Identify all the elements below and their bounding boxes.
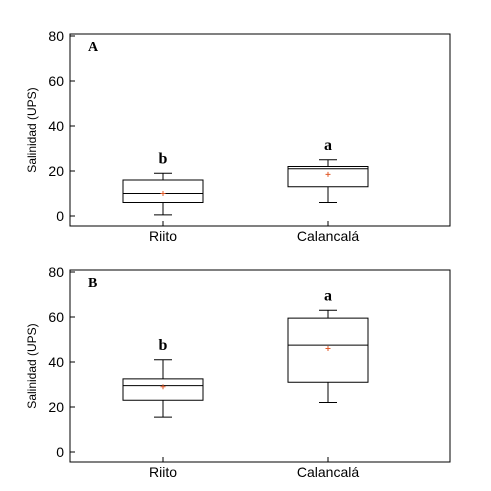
y-axis-label: Salinidad (UPS): [25, 87, 39, 172]
plot-frame: [69, 269, 451, 463]
y-tick-label: 0: [56, 444, 64, 460]
significance-letter: a: [324, 287, 332, 304]
iqr-box: [287, 166, 369, 188]
panel-label: B: [88, 276, 97, 291]
x-tick-label: Calancalá: [297, 228, 359, 244]
panel-label: A: [88, 40, 99, 55]
iqr-box: [122, 378, 204, 401]
x-tick-label: Riito: [149, 464, 177, 480]
y-tick-label: 0: [56, 208, 64, 224]
significance-letter: a: [324, 137, 332, 154]
y-tick-label: 80: [48, 264, 64, 280]
panel-b: 0 20 40 60 80 Salinidad (UPS) B Riito Calancalá b…: [25, 264, 451, 480]
box-calancal: a: [287, 287, 369, 403]
iqr-box: [122, 179, 204, 203]
x-tick-label: Calancalá: [297, 464, 359, 480]
significance-letter: b: [159, 150, 168, 167]
x-tick-label: Riito: [149, 228, 177, 244]
y-tick-label: 40: [48, 354, 64, 370]
box-riito: b: [122, 150, 204, 216]
box-riito: b: [122, 337, 204, 418]
y-tick-label: 60: [48, 73, 64, 89]
box-calancal: a: [287, 137, 369, 203]
y-tick-label: 20: [48, 399, 64, 415]
y-axis-label: Salinidad (UPS): [25, 323, 39, 408]
panel-a: 0 20 40 60 80 Salinidad (UPS) A Riito Calancalá b…: [25, 28, 451, 244]
y-tick-label: 40: [48, 118, 64, 134]
y-tick-label: 60: [48, 309, 64, 325]
plot-frame: [69, 33, 451, 227]
significance-letter: b: [159, 337, 168, 354]
y-tick-label: 20: [48, 163, 64, 179]
iqr-box: [287, 317, 369, 383]
y-tick-label: 80: [48, 28, 64, 44]
